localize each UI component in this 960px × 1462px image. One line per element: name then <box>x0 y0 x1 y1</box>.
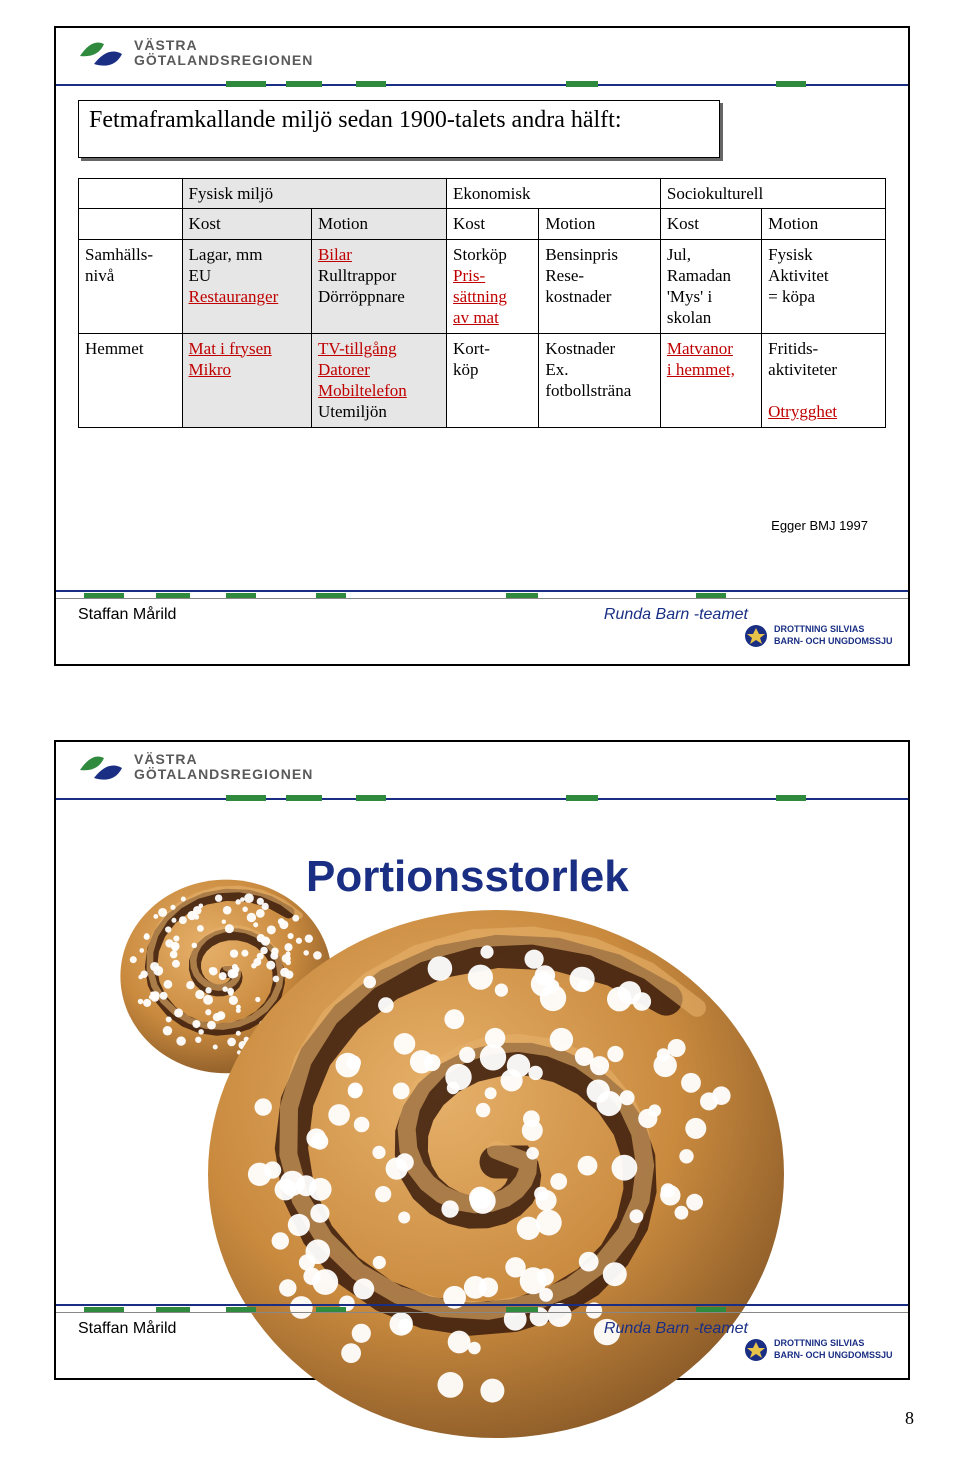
footer-rule-1 <box>56 590 908 592</box>
vgr-logo <box>74 34 126 78</box>
brand-line2: GÖTALANDSREGIONEN <box>134 52 313 68</box>
hospital-line2: BARN- OCH UNGDOMSSJUKHUS <box>774 636 892 646</box>
slide1-title-box: Fetmaframkallande miljö sedan 1900-talet… <box>78 100 720 158</box>
hospital-logo: DROTTNING SILVIAS BARN- OCH UNGDOMSSJUKH… <box>742 1330 892 1370</box>
table-row: Hemmet Mat i frysenMikro TV-tillgångDato… <box>79 333 886 427</box>
th-col-1: Kost <box>182 209 311 239</box>
table-row-header-cols: Kost Motion Kost Motion Kost Motion <box>79 209 886 239</box>
bun-layer <box>56 742 908 1378</box>
th-group-ekonomisk: Ekonomisk <box>447 179 661 209</box>
hospital-line1: DROTTNING SILVIAS <box>774 1338 864 1348</box>
table-row: Samhälls-nivå Lagar, mmEURestauranger Bi… <box>79 239 886 333</box>
cell-r0-fysmot: BilarRulltrapporDörröppnare <box>311 239 446 333</box>
th-col-0 <box>79 209 183 239</box>
brand-line1: VÄSTRA <box>134 37 198 53</box>
th-empty <box>79 179 183 209</box>
th-col-6: Motion <box>762 209 886 239</box>
cell-r1-ekomot: KostnaderEx.fotbollsträna <box>539 333 661 427</box>
hospital-line2: BARN- OCH UNGDOMSSJUKHUS <box>774 1350 892 1360</box>
cell-r0-ekokost: StorköpPris-sättningav mat <box>447 239 539 333</box>
header-accent-blocks <box>56 82 908 88</box>
cell-r1-socmot: Fritids-aktiviteterOtrygghet <box>762 333 886 427</box>
table-row-header-groups: Fysisk miljö Ekonomisk Sociokulturell <box>79 179 886 209</box>
footer-left: Staffan Mårild <box>78 1320 176 1338</box>
slide-1: VÄSTRA GÖTALANDSREGIONEN Fetmaframkallan… <box>54 26 910 666</box>
footer-right: Runda Barn -teamet <box>604 606 748 624</box>
cell-r0-fyskost: Lagar, mmEURestauranger <box>182 239 311 333</box>
slide-header: VÄSTRA GÖTALANDSREGIONEN <box>56 28 908 86</box>
cell-r0-label: Samhälls-nivå <box>79 239 183 333</box>
cell-r1-label: Hemmet <box>79 333 183 427</box>
cell-r1-sockost: Matvanori hemmet, <box>660 333 761 427</box>
footer-rule-1 <box>56 1304 908 1306</box>
footer-left: Staffan Mårild <box>78 606 176 624</box>
th-group-socio: Sociokulturell <box>660 179 885 209</box>
cell-r1-fysmot: TV-tillgångDatorerMobiltelefonUtemiljön <box>311 333 446 427</box>
cell-r0-ekomot: BensinprisRese-kostnader <box>539 239 661 333</box>
slide1-title: Fetmaframkallande miljö sedan 1900-talet… <box>89 107 622 133</box>
slide-2: VÄSTRA GÖTALANDSREGIONEN Portionsstorlek… <box>54 740 910 1380</box>
cell-r0-sockost: Jul,Ramadan'Mys' iskolan <box>660 239 761 333</box>
citation: Egger BMJ 1997 <box>771 518 868 533</box>
footer-rule-2 <box>56 1312 908 1313</box>
th-col-2: Motion <box>311 209 446 239</box>
page-number: 8 <box>905 1408 914 1429</box>
env-table: Fysisk miljö Ekonomisk Sociokulturell Ko… <box>78 178 886 428</box>
th-col-3: Kost <box>447 209 539 239</box>
cell-r1-fyskost: Mat i frysenMikro <box>182 333 311 427</box>
cell-r0-socmot: FysiskAktivitet= köpa <box>762 239 886 333</box>
th-group-fysisk: Fysisk miljö <box>182 179 446 209</box>
hospital-line1: DROTTNING SILVIAS <box>774 624 864 634</box>
hospital-logo: DROTTNING SILVIAS BARN- OCH UNGDOMSSJUKH… <box>742 616 892 656</box>
footer-right: Runda Barn -teamet <box>604 1320 748 1338</box>
slide-footer: Staffan Mårild Runda Barn -teamet DROTTN… <box>56 590 908 664</box>
page: VÄSTRA GÖTALANDSREGIONEN Fetmaframkallan… <box>0 0 960 1449</box>
brand-text: VÄSTRA GÖTALANDSREGIONEN <box>134 38 313 68</box>
slide-footer: Staffan Mårild Runda Barn -teamet DROTTN… <box>56 1304 908 1378</box>
cell-r1-ekokost: Kort-köp <box>447 333 539 427</box>
footer-rule-2 <box>56 598 908 599</box>
th-col-5: Kost <box>660 209 761 239</box>
th-col-4: Motion <box>539 209 661 239</box>
